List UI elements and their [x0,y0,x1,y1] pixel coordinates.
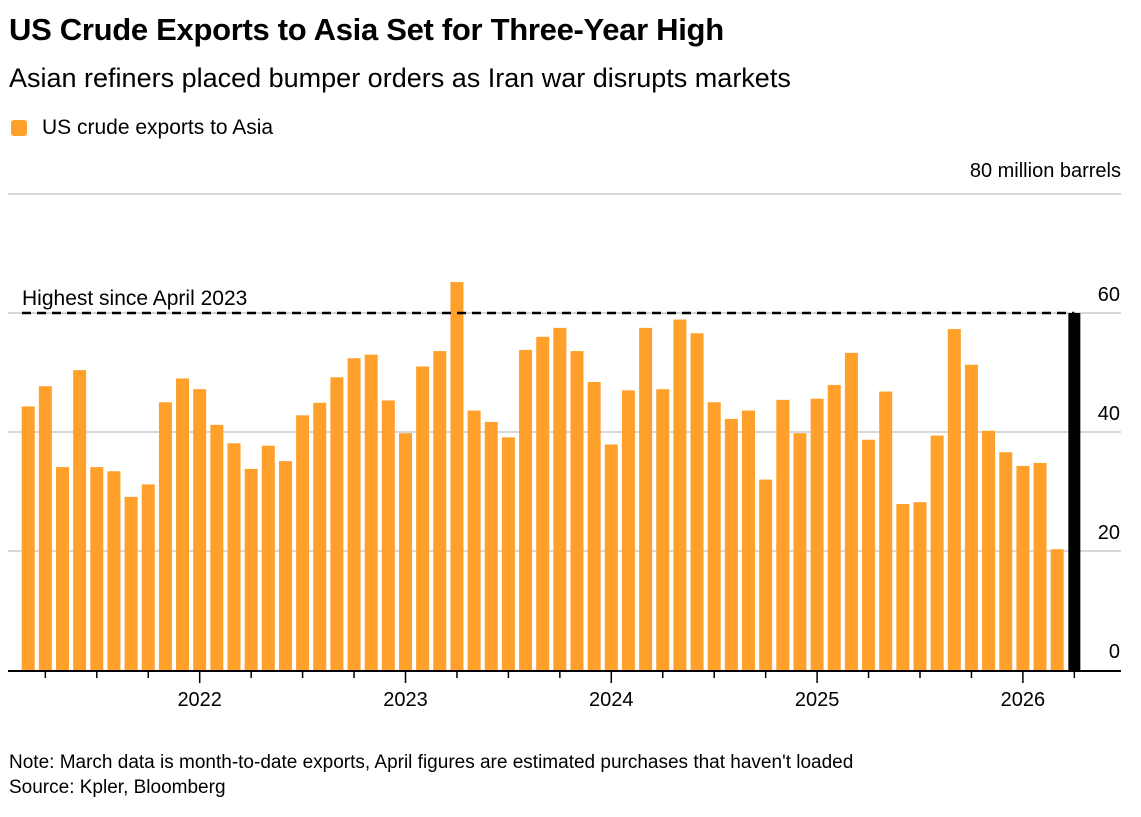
note-text: Note: March data is month-to-date export… [9,752,854,773]
legend-swatch [11,120,27,136]
bar [261,445,275,670]
bar [759,479,773,670]
bar [90,467,104,670]
bar [193,389,207,670]
bar [896,503,910,670]
bar [364,354,378,670]
bar [467,410,481,670]
bar [176,378,190,670]
x-tick-label: 2025 [795,689,840,711]
bar [313,402,327,670]
bar [210,424,224,670]
y-axis-unit-label: 80 million barrels [969,160,1121,182]
chart-subtitle: Asian refiners placed bumper orders as I… [9,63,791,93]
bar [381,400,395,670]
bar [707,402,721,670]
bar [227,443,241,670]
bar [844,352,858,670]
bar [862,439,876,670]
bar [930,435,944,670]
bar-chart: Highest since April 2023 0 20 40 60 2022 2023 2… [8,193,1121,711]
bar [536,336,550,670]
bar [724,418,738,670]
legend: US crude exports to Asia [11,116,273,140]
bar [793,433,807,670]
bar [21,406,35,670]
bar [656,389,670,670]
bar [73,370,87,670]
footnote: Note: March data is month-to-date export… [9,750,853,800]
y-tick-label: 60 [1098,284,1120,306]
annotation-label: Highest since April 2023 [22,287,247,310]
y-tick-label: 40 [1098,403,1120,425]
x-tick-label: 2023 [383,689,428,711]
bar [879,391,893,670]
bar [158,402,172,670]
bar [1016,465,1030,670]
bar [827,384,841,670]
bar [330,377,344,670]
bar [244,468,258,670]
bar [1050,549,1064,670]
bar [399,433,412,670]
chart-title: US Crude Exports to Asia Set for Three-Y… [9,12,724,47]
bar [1033,462,1047,670]
bar [501,437,515,670]
bar [810,398,824,670]
bar [570,351,584,670]
source-text: Source: Kpler, Bloomberg [9,777,226,798]
y-tick-label: 0 [1109,641,1120,663]
bar [621,390,635,670]
y-tick-label: 20 [1098,522,1120,544]
bar [947,329,961,670]
bar [296,415,310,670]
bar [673,319,687,670]
legend-label: US crude exports to Asia [42,116,274,139]
bar [742,410,755,670]
bar [964,364,978,670]
x-tick-label: 2024 [589,689,634,711]
bar [56,467,69,670]
bar [107,471,121,670]
bar [484,421,498,670]
bar [141,484,155,670]
bar [519,349,533,670]
bar [982,430,996,670]
bar [416,366,430,670]
bar [433,351,447,670]
bar [690,333,704,670]
bar [38,386,52,670]
bar [347,358,361,670]
bar [639,327,653,670]
x-tick-label: 2022 [177,689,222,711]
bar [604,444,618,670]
bar [776,399,790,670]
bar [913,502,927,670]
estimate-bar [1068,313,1081,670]
bar [587,382,601,670]
bar [553,327,567,670]
x-tick-label: 2026 [1001,689,1046,711]
bar [124,496,138,670]
bar [278,461,292,670]
bar [450,282,464,670]
bar [999,452,1013,670]
